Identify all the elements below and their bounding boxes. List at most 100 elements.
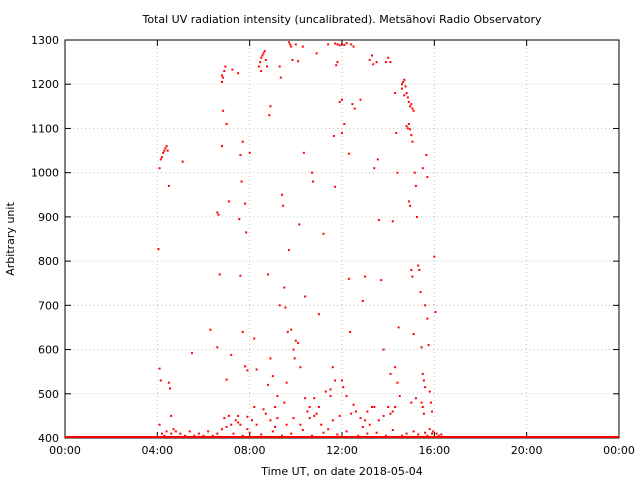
data-point [283, 286, 286, 289]
data-point [218, 273, 221, 276]
data-point [417, 264, 420, 267]
data-point [255, 368, 258, 371]
data-point [246, 415, 249, 418]
data-point [293, 357, 296, 360]
data-point [304, 397, 307, 400]
data-point [221, 81, 223, 83]
data-point [368, 423, 371, 426]
data-point [240, 180, 243, 183]
data-point [431, 410, 433, 413]
data-point [342, 386, 345, 389]
data-point [359, 98, 362, 101]
data-point [422, 412, 425, 415]
data-point [188, 430, 191, 433]
x-tick-label: 08:00 [234, 444, 266, 457]
data-point [170, 414, 173, 417]
data-point [402, 81, 405, 83]
y-tick-label: 600 [38, 344, 59, 357]
data-point [297, 60, 300, 63]
data-point [217, 213, 220, 216]
data-point [301, 429, 304, 431]
data-point [207, 430, 210, 433]
data-point [285, 381, 288, 384]
data-point [285, 423, 288, 426]
data-point [263, 50, 266, 53]
data-point [244, 202, 247, 205]
data-point [375, 431, 378, 434]
data-point [216, 346, 219, 349]
data-point [170, 432, 173, 435]
data-point [329, 395, 332, 397]
data-point [410, 103, 413, 106]
data-point [315, 412, 318, 415]
data-point [172, 428, 175, 431]
y-tick-label: 400 [38, 432, 59, 445]
data-point [373, 167, 376, 170]
data-point [376, 158, 379, 161]
data-point [409, 128, 412, 131]
data-point [313, 397, 316, 400]
data-point [262, 52, 265, 55]
data-point [271, 430, 274, 433]
data-point [361, 299, 364, 302]
data-point [409, 105, 412, 108]
data-point [221, 145, 223, 148]
data-point [397, 326, 400, 329]
data-point [163, 434, 166, 437]
data-point [245, 231, 248, 234]
data-point [334, 185, 337, 188]
data-point [311, 434, 313, 437]
data-point [255, 423, 258, 426]
data-point [225, 378, 228, 381]
data-point [278, 304, 281, 307]
data-point [412, 109, 415, 112]
data-point [401, 87, 403, 90]
data-point [409, 204, 412, 207]
x-tick-label: 20:00 [511, 444, 543, 457]
data-point [371, 54, 373, 57]
y-axis-label: Arbitrary unit [4, 202, 17, 276]
y-tick-label: 1100 [31, 122, 59, 135]
data-point [281, 434, 283, 437]
data-point [338, 100, 341, 103]
data-point [341, 379, 343, 382]
data-point [421, 372, 424, 375]
data-point [421, 167, 424, 170]
data-point [267, 273, 270, 276]
data-point [287, 41, 290, 44]
data-point [158, 367, 161, 370]
data-point [373, 406, 376, 408]
data-point [227, 200, 230, 203]
data-point [377, 419, 380, 422]
data-point [274, 425, 277, 428]
data-point [158, 423, 161, 426]
data-point [332, 135, 335, 137]
data-point [412, 333, 415, 336]
axis-ticks: 400 500 600 700 800 900 1000 1100 1200 1300 00:00 0… [31, 34, 635, 457]
data-point [406, 96, 409, 99]
data-point [286, 330, 289, 333]
data-point [278, 65, 281, 68]
data-point [410, 401, 413, 404]
data-point [276, 395, 279, 397]
data-point [327, 428, 330, 431]
data-points [157, 41, 443, 437]
data-point [261, 54, 264, 57]
x-tick-label: 04:00 [141, 444, 173, 457]
data-point [351, 103, 354, 106]
data-point [292, 417, 295, 420]
data-point [282, 204, 285, 207]
data-point [246, 428, 249, 431]
data-point [211, 434, 214, 437]
data-point [299, 366, 302, 369]
data-point [312, 180, 315, 183]
x-tick-label: 00:00 [603, 444, 635, 457]
data-point [253, 406, 256, 408]
data-point [230, 353, 233, 356]
data-point [341, 98, 343, 101]
data-point [417, 433, 420, 436]
data-point [294, 43, 297, 46]
data-point [267, 383, 270, 386]
data-point [387, 406, 390, 408]
data-point [426, 176, 429, 179]
